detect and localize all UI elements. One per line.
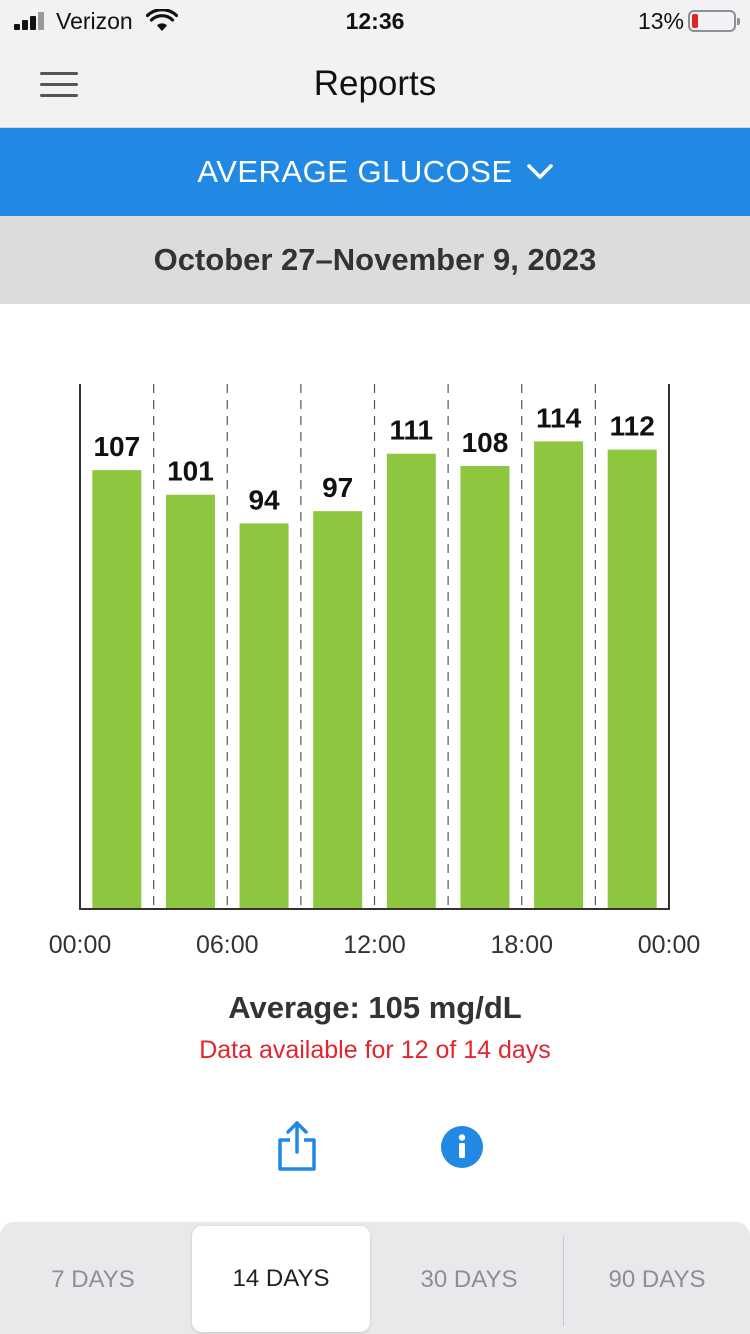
bar-value-label: 114 xyxy=(536,402,582,433)
average-glucose-chart: 107 101 94 97 111 108 114 112 00:00 06:00 12:00 18:… xyxy=(49,384,701,959)
bar xyxy=(607,449,657,909)
bar xyxy=(92,470,142,909)
bar-value-label: 97 xyxy=(322,472,353,503)
hamburger-menu-icon[interactable] xyxy=(40,72,78,98)
status-bar: Verizon 12:36 13% xyxy=(0,0,750,42)
x-tick-label: 00:00 xyxy=(49,931,112,959)
bar-value-label: 111 xyxy=(389,415,433,446)
bar xyxy=(165,494,215,909)
battery-percent: 13% xyxy=(637,8,684,34)
period-90-days-tab[interactable]: 90 DAYS xyxy=(608,1266,706,1293)
bar-value-label: 107 xyxy=(93,431,140,462)
period-7-days-tab[interactable]: 7 DAYS xyxy=(51,1266,135,1293)
date-range: October 27–November 9, 2023 xyxy=(0,216,750,304)
wifi-icon xyxy=(146,9,178,31)
x-tick-label: 18:00 xyxy=(490,931,553,959)
carrier-name: Verizon xyxy=(56,8,133,34)
period-30-days-tab[interactable]: 30 DAYS xyxy=(420,1266,518,1293)
segment-divider xyxy=(563,1236,564,1326)
page-title: Reports xyxy=(313,64,437,103)
report-type-label: AVERAGE GLUCOSE xyxy=(197,154,513,189)
bar xyxy=(313,511,363,909)
period-14-days-tab[interactable]: 14 DAYS xyxy=(192,1226,370,1332)
x-tick-label: 00:00 xyxy=(638,931,701,959)
bar xyxy=(460,466,510,909)
info-icon[interactable] xyxy=(441,1126,483,1168)
battery-icon xyxy=(688,10,740,32)
average-value: Average: 105 mg/dL xyxy=(228,990,522,1025)
chevron-down-icon xyxy=(526,164,553,179)
bar-value-label: 101 xyxy=(167,456,214,487)
signal-icon xyxy=(14,12,48,30)
bar-value-label: 94 xyxy=(248,484,280,515)
bar-value-label: 112 xyxy=(610,411,655,442)
x-tick-label: 12:00 xyxy=(343,931,406,959)
share-icon[interactable] xyxy=(276,1120,318,1172)
period-selector: 7 DAYS 14 DAYS 30 DAYS 90 DAYS xyxy=(0,1222,750,1334)
nav-bar: Reports xyxy=(0,42,750,128)
data-availability-note: Data available for 12 of 14 days xyxy=(199,1036,551,1064)
x-tick-label: 06:00 xyxy=(196,931,259,959)
report-type-dropdown[interactable]: AVERAGE GLUCOSE xyxy=(0,128,750,216)
bar-value-label: 108 xyxy=(462,427,509,458)
bar xyxy=(386,453,436,909)
bar xyxy=(534,441,584,909)
clock: 12:36 xyxy=(345,8,405,34)
bar xyxy=(239,523,289,909)
